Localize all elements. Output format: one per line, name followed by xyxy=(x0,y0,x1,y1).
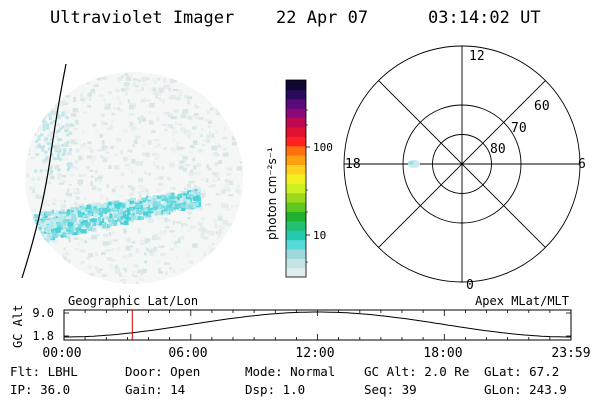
polar-lat-label-80: 80 xyxy=(490,142,506,157)
colorbar-segment xyxy=(286,164,306,175)
colorbar-segment xyxy=(286,80,306,90)
status-glat: GLat: 67.2 xyxy=(484,364,560,379)
status-dsp: Dsp: 1.0 xyxy=(245,382,306,397)
colorbar-segment xyxy=(286,117,306,128)
colorbar-segment xyxy=(286,258,306,269)
colorbar-frame xyxy=(285,79,307,278)
altitude-axis-label: GC Alt xyxy=(11,305,25,348)
colorbar xyxy=(286,80,306,278)
altitude-left-title: Geographic Lat/Lon xyxy=(68,294,198,308)
colorbar-segment xyxy=(286,108,306,119)
alt-tick-label-high: 9.0 xyxy=(32,306,54,320)
polar-mlt-label-6: 6 xyxy=(578,157,586,172)
status-seq: Seq: 39 xyxy=(364,382,417,397)
time-tick-label: 00:00 xyxy=(42,346,81,361)
colorbar-segment xyxy=(286,89,306,100)
polar-diagonal xyxy=(378,80,546,248)
polar-mlt-label-0: 0 xyxy=(466,278,474,293)
terminator-line xyxy=(21,63,67,279)
status-glon: GLon: 243.9 xyxy=(484,382,567,397)
colorbar-segment xyxy=(286,248,306,259)
status-ip: IP: 36.0 xyxy=(10,382,71,397)
colorbar-tick-label: 10 xyxy=(313,229,326,242)
time-tick-label: 18:00 xyxy=(423,346,462,361)
altitude-right-title: Apex MLat/MLT xyxy=(475,294,569,308)
time-tick-label: 23:59 xyxy=(551,346,590,361)
polar-plot xyxy=(343,45,581,283)
polar-mlt-label-18: 18 xyxy=(345,157,361,172)
colorbar-segment xyxy=(286,126,306,137)
geographic-image xyxy=(21,63,243,284)
polar-lat-label-70: 70 xyxy=(511,121,527,136)
colorbar-segment xyxy=(286,183,306,194)
status-filter: Flt: LBHL xyxy=(10,364,78,379)
status-gain: Gain: 14 xyxy=(125,382,186,397)
status-door: Door: Open xyxy=(125,364,201,379)
colorbar-segment xyxy=(286,201,306,212)
polar-mlt-label-12: 12 xyxy=(469,49,485,64)
colorbar-tick-label: 100 xyxy=(313,141,333,154)
colorbar-unit-label: photon cm⁻²s⁻¹ xyxy=(265,147,279,240)
colorbar-ticks xyxy=(306,109,310,263)
colorbar-segment xyxy=(286,173,306,184)
colorbar-segment xyxy=(286,98,306,109)
altitude-plot xyxy=(63,309,572,341)
colorbar-segment xyxy=(286,267,306,278)
time-tick-label: 06:00 xyxy=(168,346,207,361)
header-date: 22 Apr 07 xyxy=(276,8,369,28)
colorbar-segment xyxy=(286,239,306,250)
alt-tick-label-low: 1.8 xyxy=(32,329,54,343)
colorbar-segment xyxy=(286,192,306,203)
colorbar-segment xyxy=(286,145,306,156)
colorbar-segment xyxy=(286,155,306,166)
colorbar-segment xyxy=(286,230,306,241)
polar-emission-patch xyxy=(408,161,414,165)
colorbar-segment xyxy=(286,211,306,222)
status-mode: Mode: Normal xyxy=(245,364,336,379)
colorbar-segment xyxy=(286,136,306,147)
status-gc-alt: GC Alt: 2.0 Re xyxy=(364,364,470,379)
header-title: Ultraviolet Imager xyxy=(50,8,235,28)
colorbar-segment xyxy=(286,220,306,231)
header-time: 03:14:02 UT xyxy=(428,8,541,28)
time-tick-label: 12:00 xyxy=(295,346,334,361)
time-ticks xyxy=(63,310,572,340)
polar-lat-label-60: 60 xyxy=(534,99,550,114)
